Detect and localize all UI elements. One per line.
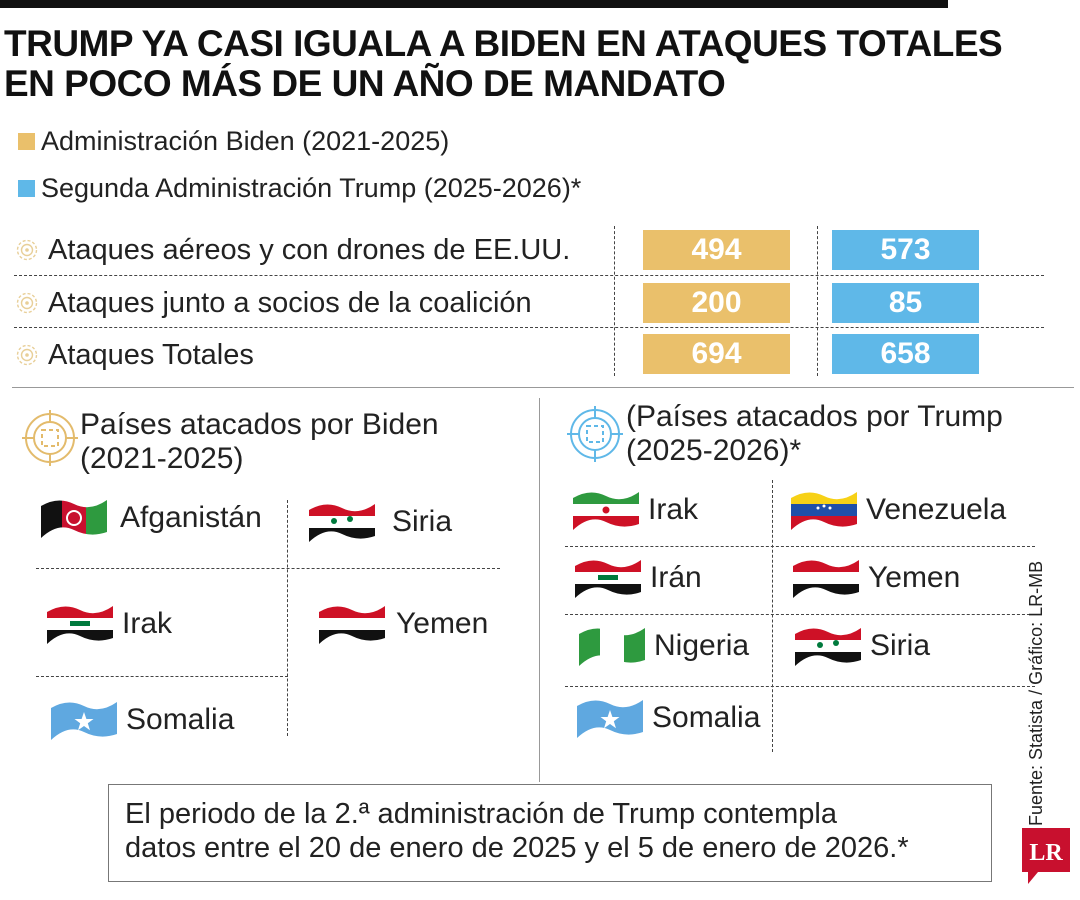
country-name: Afganistán: [120, 501, 262, 534]
country-name: Siria: [870, 629, 931, 662]
column-divider: [614, 226, 615, 376]
country-somalia-biden: Somalia: [48, 692, 234, 748]
somalia-flag-icon: [51, 702, 117, 740]
country-afganistan: Afganistán: [38, 490, 262, 546]
biden-value-coalition: 200: [643, 283, 790, 323]
legend-biden-label: Administración Biden (2021-2025): [41, 126, 450, 156]
panel-biden-row-divider: [36, 568, 500, 569]
country-name: Siria: [392, 505, 453, 538]
target-trump-icon: [567, 406, 623, 462]
panel-divider: [539, 398, 540, 782]
row-divider: [14, 327, 1044, 328]
country-siria-biden: Siria: [306, 494, 452, 550]
iran-flag-icon: [573, 492, 639, 530]
target-icon: [16, 292, 38, 314]
title-line-1: TRUMP YA CASI IGUALA A BIDEN EN ATAQUES …: [4, 23, 1003, 64]
panel-biden-row-divider: [36, 676, 288, 677]
venezuela-flag-icon: [791, 492, 857, 530]
legend-biden: Administración Biden (2021-2025): [18, 126, 449, 157]
country-iran-trump: Irán: [572, 550, 702, 606]
iraq-flag-icon: [47, 606, 113, 644]
panel-trump-title-line-1: (Países atacados por Trump: [626, 400, 1003, 433]
country-venezuela-trump: Venezuela: [788, 482, 1006, 538]
trump-value-total: 658: [832, 334, 979, 374]
country-name: Somalia: [126, 703, 235, 736]
category-label: Ataques aéreos y con drones de EE.UU.: [48, 233, 571, 266]
target-icon: [16, 344, 38, 366]
panel-trump-row-divider: [565, 614, 1035, 615]
category-label: Ataques junto a socios de la coalición: [48, 286, 532, 319]
somalia-flag-icon: [577, 700, 643, 738]
chart-title: TRUMP YA CASI IGUALA A BIDEN EN ATAQUES …: [4, 24, 1004, 104]
yemen-flag-icon: [319, 606, 385, 644]
country-name: Irak: [648, 493, 699, 526]
syria-flag-icon: [795, 628, 861, 666]
category-label: Ataques Totales: [48, 338, 254, 371]
country-irak-trump: Irak: [570, 482, 698, 538]
legend-trump-label: Segunda Administración Trump (2025-2026)…: [41, 173, 582, 203]
country-name: Nigeria: [654, 629, 750, 662]
iraq-flag-icon: [575, 560, 641, 598]
footnote-line-2: datos entre el 20 de enero de 2025 y el …: [125, 832, 909, 864]
source-credit: Fuente: Statista / Gráfico: LR-MB: [1026, 560, 1046, 826]
panel-biden-title-line-1: Países atacados por Biden: [80, 408, 439, 441]
biden-value-air: 494: [643, 230, 790, 270]
title-line-2: EN POCO MÁS DE UN AÑO DE MANDATO: [4, 63, 726, 104]
country-somalia-trump: Somalia: [574, 690, 760, 746]
country-name: Irán: [650, 561, 702, 594]
syria-flag-icon: [309, 504, 375, 542]
country-name: Yemen: [868, 561, 961, 594]
panel-trump-title-line-2: (2025-2026)*: [626, 434, 802, 467]
row-label-coalition: Ataques junto a socios de la coalición: [16, 283, 532, 323]
country-yemen-trump: Yemen: [790, 550, 960, 606]
target-biden-icon: [22, 410, 78, 466]
top-rule: [0, 0, 948, 8]
panel-trump-row-divider: [565, 546, 1035, 547]
country-siria-trump: Siria: [792, 618, 930, 674]
country-name: Irak: [122, 607, 173, 640]
afghanistan-flag-icon: [41, 500, 107, 538]
nigeria-flag-icon: [579, 628, 645, 666]
legend-trump-swatch: [18, 180, 35, 197]
panel-trump-row-divider: [565, 686, 1035, 687]
trump-value-coalition: 85: [832, 283, 979, 323]
panel-trump-column-divider: [772, 480, 773, 752]
legend-trump: Segunda Administración Trump (2025-2026)…: [18, 173, 581, 204]
footnote-line-1: El periodo de la 2.ª administración de T…: [125, 798, 837, 830]
panel-trump-title: (Países atacados por Trump (2025-2026)*: [626, 400, 1003, 468]
row-divider: [14, 275, 1044, 276]
target-icon: [16, 239, 38, 261]
country-nigeria-trump: Nigeria: [576, 618, 749, 674]
row-label-total: Ataques Totales: [16, 335, 254, 375]
yemen-flag-icon: [793, 560, 859, 598]
country-irak-biden: Irak: [44, 596, 172, 652]
country-yemen-biden: Yemen: [316, 596, 488, 652]
country-name: Venezuela: [866, 493, 1007, 526]
country-name: Somalia: [652, 701, 761, 734]
section-divider: [12, 387, 1074, 388]
row-label-air: Ataques aéreos y con drones de EE.UU.: [16, 230, 570, 270]
logo-text: LR: [1029, 840, 1063, 866]
panel-biden-title: Países atacados por Biden (2021-2025): [80, 408, 439, 476]
panel-biden-column-divider: [287, 500, 288, 736]
legend-biden-swatch: [18, 133, 35, 150]
trump-value-air: 573: [832, 230, 979, 270]
footnote-box: El periodo de la 2.ª administración de T…: [108, 784, 992, 882]
lr-logo: LR: [1022, 828, 1070, 884]
column-divider: [817, 226, 818, 376]
biden-value-total: 694: [643, 334, 790, 374]
country-name: Yemen: [396, 607, 489, 640]
panel-biden-title-line-2: (2021-2025): [80, 442, 244, 475]
